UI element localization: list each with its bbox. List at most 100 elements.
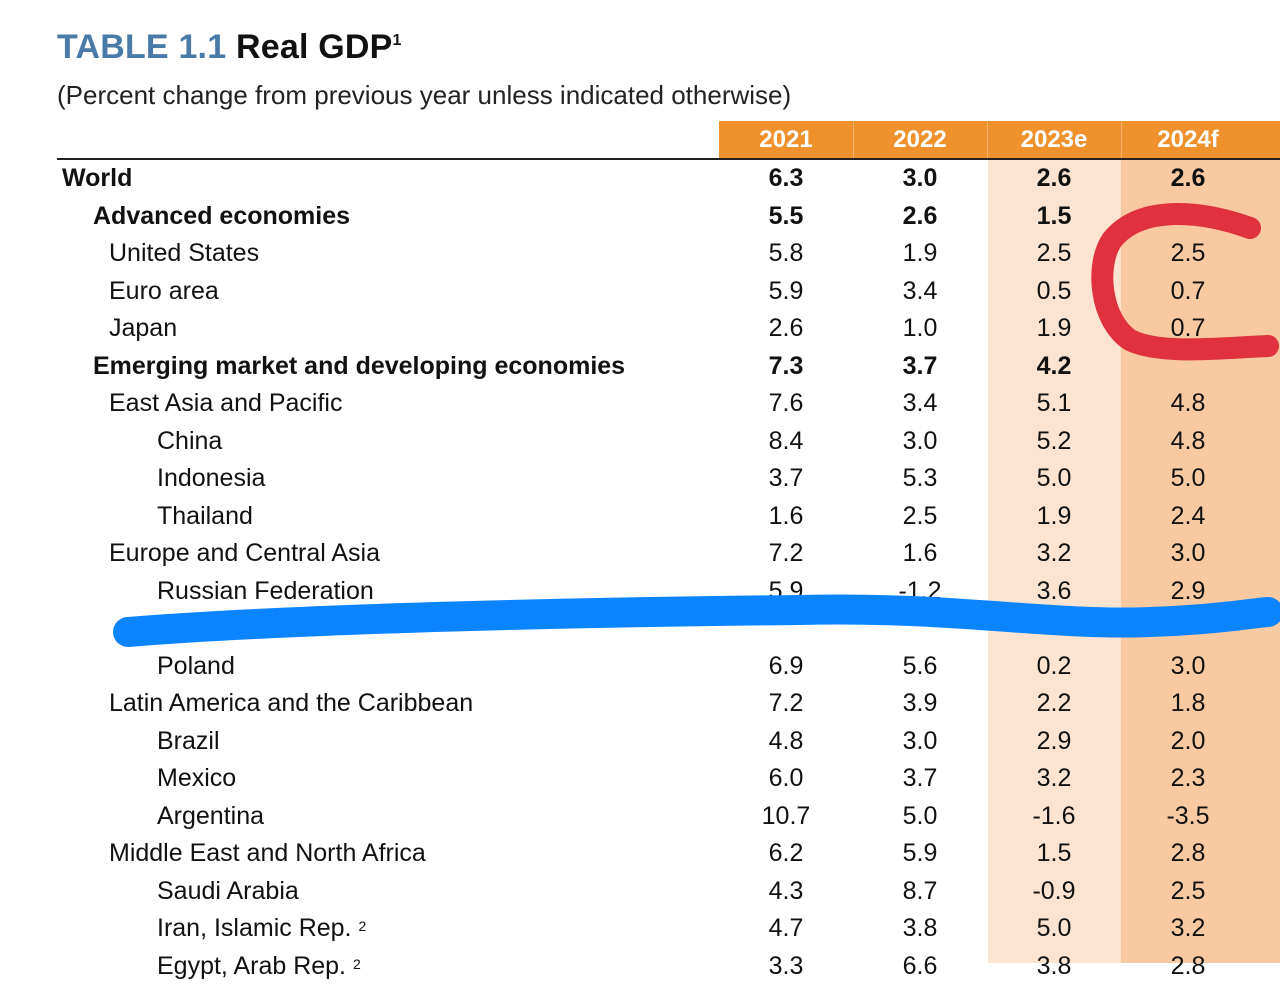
row-label-text: Brazil — [157, 726, 220, 755]
header-divider — [1121, 121, 1122, 158]
value-cell-2024f: 2.9 — [1170, 576, 1206, 605]
value-cell-2023e: 0.5 — [1036, 276, 1072, 305]
row-label-text: Emerging market and developing economies — [93, 351, 626, 380]
row-label-text: Japan — [109, 314, 178, 342]
value-cell-2023e: 5.0 — [1036, 914, 1072, 942]
row-label-text: Mexico — [157, 764, 237, 792]
value-cell-2021: 7.3 — [768, 351, 804, 380]
row-label-text: Thailand — [157, 501, 253, 530]
table-subtitle: (Percent change from previous year unles… — [57, 80, 792, 110]
table-row: Latin America and the Caribbean 7.2 3.9 2.2… — [0, 685, 1280, 722]
row-label: Brazil — [157, 723, 220, 760]
column-header-2022: 2022 — [893, 126, 947, 153]
value-cell-2021: 6.9 — [768, 651, 804, 680]
value-cell-2022: 3.9 — [902, 689, 938, 717]
value-cell-2023e: 2.6 — [1036, 164, 1072, 192]
column-header-2023e: 2023e — [1020, 126, 1088, 153]
value-cell-2021: 6.0 — [768, 764, 804, 792]
value-cell-2023e: 3.6 — [1036, 576, 1072, 605]
value-cell-2023e: 3.2 — [1036, 764, 1072, 792]
table-row: Emerging market and developing economies… — [0, 348, 1280, 385]
row-label: Emerging market and developing economies — [93, 348, 625, 385]
value-cell-2023e: 2.9 — [1036, 726, 1072, 755]
value-cell-2024f: 2.4 — [1170, 501, 1206, 530]
value-cell-2023e: 1.5 — [1036, 201, 1072, 230]
value-cell-2021: 7.6 — [768, 389, 804, 417]
table-title: TABLE 1.1 Real GDP1 — [57, 28, 402, 67]
table-row: World 6.3 3.0 2.6 2.6 — [0, 160, 1280, 197]
value-cell-2022: 2.6 — [902, 201, 938, 230]
value-cell-2022: 3.0 — [902, 426, 938, 455]
value-cell-2022: 1.0 — [902, 314, 938, 342]
value-cell-2024f: 2.5 — [1170, 239, 1206, 267]
row-label: United States — [109, 235, 259, 272]
value-cell-2021: 5.5 — [768, 201, 804, 230]
value-cell-2021: 3.7 — [768, 464, 804, 492]
value-cell-2022: 5.0 — [902, 801, 938, 830]
value-cell-2024f: 2.8 — [1170, 839, 1206, 867]
row-label-text: Russian Federation — [157, 576, 374, 605]
row-label-text: China — [157, 426, 223, 455]
value-cell-2022: 5.3 — [902, 464, 938, 492]
table-row: China 8.4 3.0 5.2 4.8 — [0, 423, 1280, 460]
row-label: Poland — [157, 648, 235, 685]
row-label: Japan — [109, 310, 177, 347]
row-label: Indonesia — [157, 460, 265, 497]
value-cell-2024f: 3.0 — [1170, 539, 1206, 567]
table-row: Thailand 1.6 2.5 1.9 2.4 — [0, 498, 1280, 535]
value-cell-2021: 5.9 — [768, 276, 804, 305]
value-cell-2023e: -1.6 — [1032, 801, 1076, 830]
value-cell-2022: 3.7 — [902, 764, 938, 792]
value-cell-2024f: 5.0 — [1170, 464, 1206, 492]
value-cell-2024f: 0.7 — [1170, 314, 1206, 342]
value-cell-2021: 7.2 — [768, 539, 804, 567]
footnote-marker: 2 — [358, 918, 367, 934]
header-rule — [57, 158, 1280, 160]
value-cell-2022: 3.8 — [902, 914, 938, 942]
value-cell-2023e: 4.2 — [1036, 351, 1072, 380]
value-cell-2022: 3.0 — [902, 164, 938, 192]
value-cell-2021: 2.6 — [768, 314, 804, 342]
row-label-text: Saudi Arabia — [157, 876, 299, 905]
row-label-text: Latin America and the Caribbean — [109, 689, 474, 717]
value-cell-2021: 10.7 — [761, 801, 811, 830]
value-cell-2024f: 1.8 — [1170, 689, 1206, 717]
row-label: World — [62, 160, 132, 197]
value-cell-2022: 3.4 — [902, 389, 938, 417]
table-row: United States 5.8 1.9 2.5 2.5 — [0, 235, 1280, 272]
value-cell-2024f: 3.0 — [1170, 651, 1206, 680]
value-cell-2022: 3.0 — [902, 726, 938, 755]
row-label-text: Argentina — [157, 801, 265, 830]
value-cell-2021: 4.3 — [768, 876, 804, 905]
table-number: TABLE 1.1 — [57, 28, 227, 66]
row-label-text: Europe and Central Asia — [109, 539, 381, 567]
forecast-column-band — [1121, 158, 1280, 963]
row-label-text: Advanced economies — [93, 201, 351, 230]
value-cell-2021: 8.4 — [768, 426, 804, 455]
value-cell-2024f: 2.0 — [1170, 726, 1206, 755]
row-label-text: East Asia and Pacific — [109, 389, 343, 417]
value-cell-2023e: 2.2 — [1036, 689, 1072, 717]
value-cell-2022: 1.6 — [902, 539, 938, 567]
value-cell-2023e: 1.9 — [1036, 501, 1072, 530]
value-cell-2022: 8.7 — [902, 876, 938, 905]
value-cell-2021: 5.8 — [768, 239, 804, 267]
row-label-text: Indonesia — [157, 464, 266, 492]
red-bracket-annotation — [1091, 203, 1279, 361]
value-cell-2023e: -0.9 — [1032, 876, 1076, 905]
row-label: Saudi Arabia — [157, 873, 299, 910]
row-label: Mexico — [157, 760, 236, 797]
row-label-text: Iran, Islamic Rep. — [157, 914, 352, 942]
value-cell-2023e: 5.1 — [1036, 389, 1072, 417]
row-label: Iran, Islamic Rep. 2 — [157, 910, 366, 947]
row-label: Thailand — [157, 498, 253, 535]
row-label-text: Poland — [157, 651, 235, 680]
value-cell-2021: 7.2 — [768, 689, 804, 717]
value-cell-2024f: 2.3 — [1170, 764, 1206, 792]
table-row: Iran, Islamic Rep. 2 4.7 3.8 5.0 3.2 — [0, 910, 1280, 947]
column-header-row: 2021 2022 2023e 2024f — [719, 121, 1280, 158]
value-cell-2024f: 3.2 — [1170, 914, 1206, 942]
table-row: East Asia and Pacific 7.6 3.4 5.1 4.8 — [0, 385, 1280, 422]
value-cell-2021: 6.2 — [768, 839, 804, 867]
value-cell-2022: 1.9 — [902, 239, 938, 267]
